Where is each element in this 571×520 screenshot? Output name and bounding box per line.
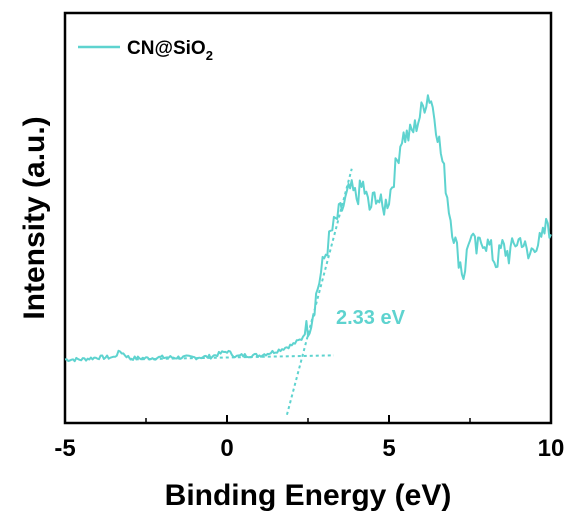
x-tick-label: 0 [220,435,233,462]
x-axis-title: Binding Energy (eV) [165,479,452,512]
legend-label: CN@SiO2 [127,38,213,63]
x-tick-label: 10 [538,435,565,462]
series-line-CN@SiO2 [64,94,552,363]
edge-fit-line [285,168,353,416]
x-axis-ticks: -5 0 5 10 [54,415,564,462]
legend: CN@SiO2 [78,38,213,63]
plot-frame [63,11,553,425]
annotation-label: 2.33 eV [336,307,406,329]
x-tick-label: -5 [54,435,75,462]
x-tick-label: 5 [382,435,395,462]
fit-lines [129,168,353,416]
baseline-fit-line [129,354,334,361]
y-axis-title: Intensity (a.u.) [18,116,51,319]
series-layer [64,94,552,363]
